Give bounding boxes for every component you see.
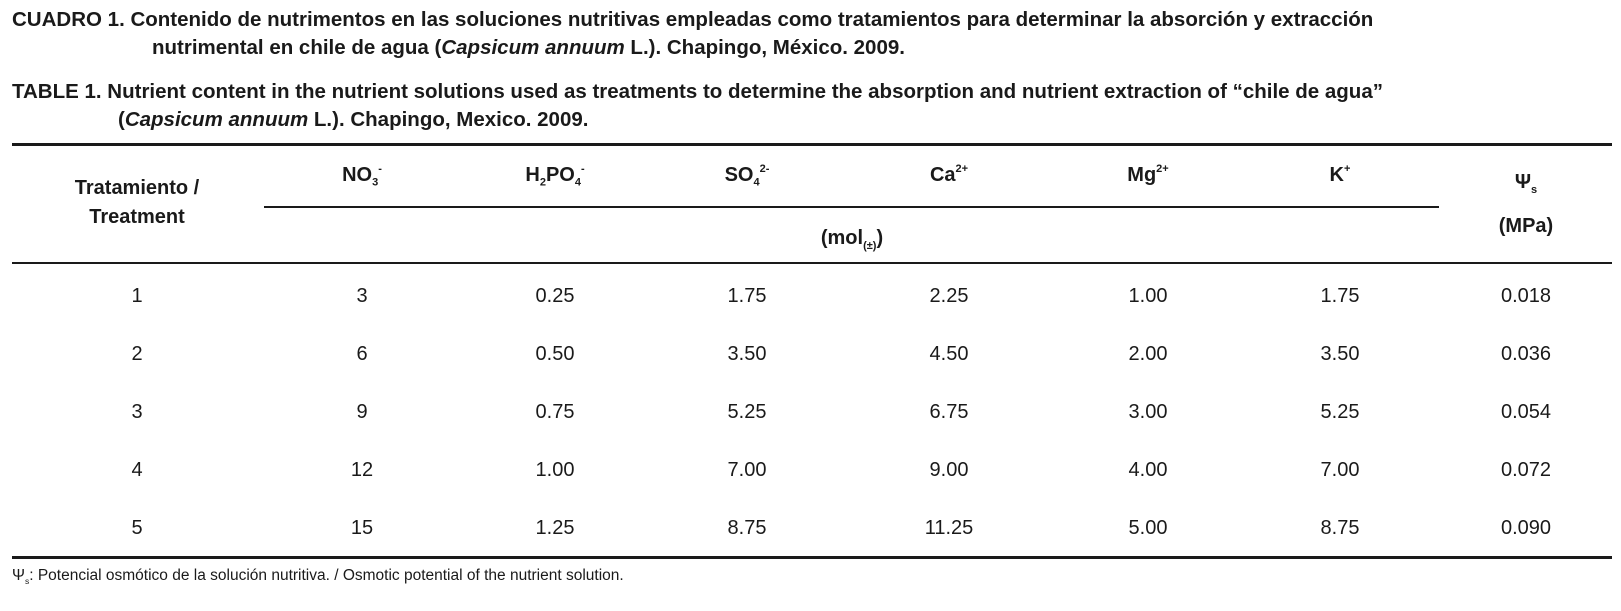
- text-part: 2+: [955, 163, 969, 175]
- table-cell: 1.75: [1320, 285, 1360, 307]
- table-cell: 6: [356, 343, 368, 365]
- column-header: Ψs: [1515, 172, 1537, 196]
- table-cell: 4.50: [929, 343, 969, 365]
- table-cell: 15: [350, 517, 374, 539]
- table-cell: 5.25: [1320, 401, 1360, 423]
- table-cell: 4.00: [1128, 459, 1168, 481]
- table-cell: 0.036: [1500, 343, 1552, 365]
- table-cell: 3.50: [1320, 343, 1360, 365]
- table-cell: 8.75: [1320, 517, 1360, 539]
- column-header: H2PO4-: [525, 164, 584, 189]
- table-cell: 11.25: [924, 517, 974, 539]
- text-part: ): [876, 227, 884, 249]
- table-cell: 3: [356, 285, 368, 307]
- text-part: Ψ: [1514, 171, 1532, 193]
- text-part: Ψ: [12, 567, 25, 584]
- table-cell: 9: [356, 401, 368, 423]
- column-header: Mg2+: [1127, 164, 1168, 185]
- table-cell: 1.00: [535, 459, 575, 481]
- unit-header: (MPa): [1498, 215, 1554, 237]
- header-rule: [264, 206, 1439, 208]
- table-cell: 2: [131, 343, 143, 365]
- table-cell: 3.00: [1128, 401, 1168, 423]
- table-cell: 9.00: [929, 459, 969, 481]
- text-part: L.). Chapingo, México. 2009.: [624, 36, 905, 59]
- caption-line: (Capsicum annuum L.). Chapingo, Mexico. …: [118, 108, 589, 131]
- table-cell: 0.75: [535, 401, 575, 423]
- top-rule: [12, 143, 1612, 146]
- table-cell: 1.75: [727, 285, 767, 307]
- table-cell: 8.75: [727, 517, 767, 539]
- text-part: Capsicum annuum: [441, 36, 625, 59]
- text-part: -: [378, 163, 382, 175]
- text-part: CUADRO 1. Contenido de nutrimentos en la…: [12, 8, 1374, 31]
- table-cell: 5.25: [727, 401, 767, 423]
- text-part: Capsicum annuum: [124, 108, 309, 131]
- header-bottom-rule: [12, 262, 1612, 264]
- table-cell: 3.50: [727, 343, 767, 365]
- text-part: PO: [545, 163, 575, 186]
- table-cell: 0.50: [535, 343, 575, 365]
- text-part: +: [1344, 163, 1351, 175]
- text-part: (: [118, 108, 125, 131]
- column-header: Ca2+: [930, 164, 968, 185]
- text-part: -: [580, 163, 585, 175]
- caption-line: nutrimental en chile de agua (Capsicum a…: [152, 36, 905, 59]
- table-cell: 7.00: [727, 459, 767, 481]
- text-part: NO: [342, 163, 373, 186]
- text-part: Mg: [1127, 163, 1157, 186]
- table-cell: 2.25: [929, 285, 969, 307]
- text-part: 3: [372, 176, 379, 189]
- text-part: 2-: [759, 163, 770, 175]
- caption-line: TABLE 1. Nutrient content in the nutrien…: [12, 80, 1383, 103]
- text-part: s: [24, 575, 30, 586]
- table-cell: 1.00: [1128, 285, 1168, 307]
- table-cell: 4: [131, 459, 143, 481]
- text-part: H: [525, 163, 540, 186]
- table-cell: 5.00: [1128, 517, 1168, 539]
- table-cell: 12: [350, 459, 374, 481]
- table-cell: 0.090: [1500, 517, 1552, 539]
- table-cell: 0.072: [1500, 459, 1552, 481]
- table-cell: 1: [131, 285, 143, 307]
- text-part: (±): [863, 239, 877, 252]
- text-part: TABLE 1. Nutrient content in the nutrien…: [12, 80, 1383, 103]
- text-part: SO: [724, 163, 754, 186]
- text-part: 4: [753, 176, 760, 189]
- column-header: SO42-: [725, 164, 770, 189]
- column-header: K+: [1330, 164, 1351, 185]
- text-part: : Potencial osmótico de la solución nutr…: [29, 567, 624, 584]
- column-header: Tratamiento /: [74, 177, 200, 199]
- table-cell: 6.75: [929, 401, 969, 423]
- column-header: NO3-: [342, 164, 382, 189]
- text-part: 2+: [1156, 163, 1169, 175]
- unit-header: (mol(±)): [821, 228, 883, 252]
- text-part: (mol: [820, 227, 864, 249]
- text-part: 4: [574, 176, 581, 189]
- text-part: L.). Chapingo, Mexico. 2009.: [308, 108, 589, 131]
- table-cell: 5: [131, 517, 143, 539]
- text-part: 2: [539, 176, 546, 189]
- text-part: nutrimental en chile de agua (: [152, 36, 442, 59]
- column-header: Treatment: [89, 206, 185, 228]
- table-cell: 3: [131, 401, 143, 423]
- table-cell: 1.25: [535, 517, 575, 539]
- text-part: K: [1329, 163, 1345, 186]
- text-part: s: [1531, 183, 1538, 196]
- bottom-rule: [12, 556, 1612, 559]
- footnote: Ψs: Potencial osmótico de la solución nu…: [12, 568, 624, 585]
- table-cell: 7.00: [1320, 459, 1360, 481]
- text-part: Ca: [929, 163, 956, 186]
- table-cell: 0.25: [535, 285, 575, 307]
- caption-line: CUADRO 1. Contenido de nutrimentos en la…: [12, 8, 1374, 31]
- table-cell: 2.00: [1128, 343, 1168, 365]
- table-cell: 0.018: [1500, 285, 1552, 307]
- table-cell: 0.054: [1500, 401, 1552, 423]
